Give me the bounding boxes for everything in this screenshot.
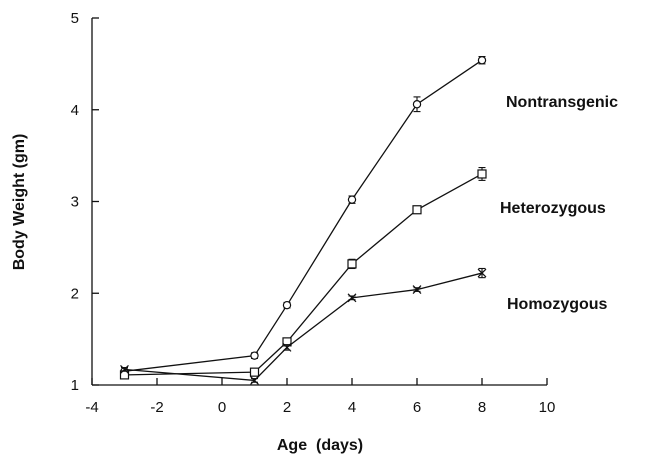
y-axis-ticks: 1 2 3 4 5 [71,10,99,394]
x-axis-title: Age (days) [277,437,363,454]
data-point [412,205,422,215]
data-point [249,367,260,377]
x-axis-ticks: -4 -2 0 2 4 6 8 10 [85,378,555,416]
data-point [282,300,292,310]
y-tick-label: 1 [71,377,79,394]
x-tick-label: 2 [283,399,291,416]
series-line [124,59,483,372]
x-tick-label: -2 [150,399,163,416]
data-point [477,56,487,65]
series-line [124,173,483,376]
data-point [347,195,357,204]
y-tick-label: 2 [71,285,79,302]
x-tick-label: 10 [539,399,556,416]
y-tick-label: 5 [71,10,79,27]
x-tick-label: -4 [85,399,98,416]
data-point [120,364,129,374]
x-tick-label: 0 [218,399,226,416]
series-heterozygous [119,167,487,380]
series-line [124,272,483,382]
data-point [347,259,357,269]
y-tick-label: 3 [71,194,79,211]
data-point [347,293,357,303]
data-point [412,285,422,295]
series-nontransgenic [120,55,487,376]
x-tick-label: 6 [413,399,421,416]
y-axis-title: Body Weight (gm) [11,134,28,271]
series-labels: Nontransgenic Heterozygous Homozygous [500,94,618,313]
data-point [250,351,259,360]
data-point [282,342,292,352]
x-tick-label: 4 [348,399,356,416]
data-point [477,169,487,179]
series-homozygous [120,267,487,385]
y-tick-label: 4 [71,102,79,119]
data-point [412,100,422,109]
data-point [250,375,259,385]
series-label: Heterozygous [500,200,606,217]
series-label: Nontransgenic [506,94,618,111]
series-label: Homozygous [507,296,608,313]
data-point [477,268,487,278]
x-tick-label: 8 [478,399,486,416]
series-layer [119,55,487,385]
